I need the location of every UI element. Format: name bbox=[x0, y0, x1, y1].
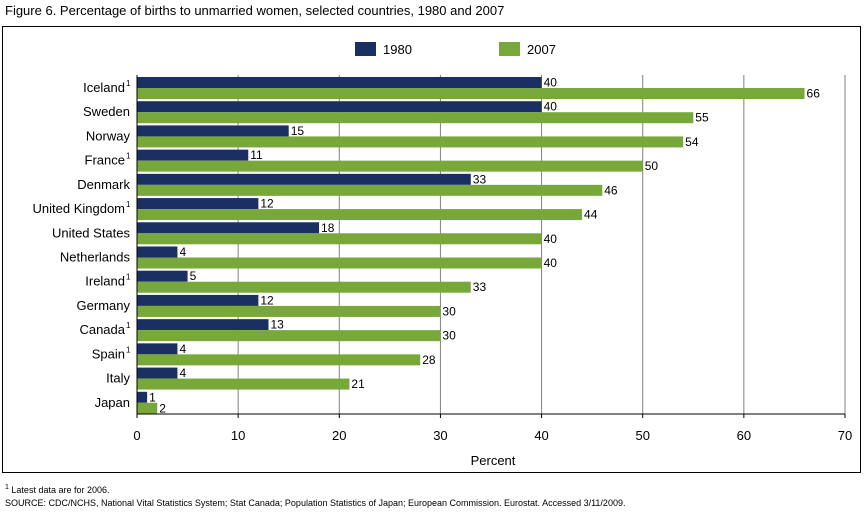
bar-ireland-2007 bbox=[137, 281, 471, 293]
data-label-canada-2007: 30 bbox=[442, 329, 456, 343]
data-label-iceland-1980: 40 bbox=[544, 76, 558, 90]
data-label-spain-1980: 4 bbox=[179, 342, 186, 356]
bar-france-1980 bbox=[137, 149, 249, 161]
bar-netherlands-2007 bbox=[137, 257, 542, 269]
category-label-germany: Germany bbox=[77, 298, 131, 313]
category-footnote-france: 1 bbox=[126, 152, 131, 161]
data-label-netherlands-2007: 40 bbox=[544, 256, 558, 270]
data-label-united-states-1980: 18 bbox=[321, 221, 335, 235]
category-label-norway: Norway bbox=[86, 128, 131, 143]
bar-canada-2007 bbox=[137, 330, 441, 342]
bar-united-kingdom-1980 bbox=[137, 198, 259, 210]
data-label-denmark-2007: 46 bbox=[604, 183, 618, 197]
bar-denmark-1980 bbox=[137, 173, 471, 185]
chart-svg: 1980 2007 406640551554115033461244184044… bbox=[33, 42, 852, 468]
x-tick-label-30: 30 bbox=[433, 428, 447, 443]
x-tick-label-0: 0 bbox=[133, 428, 140, 443]
category-footnote-iceland: 1 bbox=[126, 79, 131, 88]
figure-title: Figure 6. Percentage of births to unmarr… bbox=[5, 3, 505, 18]
data-label-canada-1980: 13 bbox=[270, 318, 284, 332]
data-label-united-kingdom-1980: 12 bbox=[260, 197, 274, 211]
category-label-netherlands: Netherlands bbox=[60, 250, 131, 265]
x-tick-label-70: 70 bbox=[838, 428, 852, 443]
category-label-france: France bbox=[85, 153, 125, 168]
bar-ireland-1980 bbox=[137, 270, 188, 282]
category-label-iceland: Iceland bbox=[83, 80, 125, 95]
data-label-italy-2007: 21 bbox=[351, 377, 365, 391]
data-label-germany-1980: 12 bbox=[260, 293, 274, 307]
x-tick-label-50: 50 bbox=[635, 428, 649, 443]
footnote: 1 Latest data are for 2006. bbox=[5, 484, 110, 495]
x-tick-label-60: 60 bbox=[737, 428, 751, 443]
category-label-ireland: Ireland bbox=[85, 274, 125, 289]
category-footnote-canada: 1 bbox=[126, 321, 131, 330]
footnote-text: Latest data are for 2006. bbox=[11, 485, 110, 495]
bar-japan-2007 bbox=[137, 402, 158, 414]
data-label-germany-2007: 30 bbox=[442, 304, 456, 318]
category-label-sweden: Sweden bbox=[83, 104, 130, 119]
bar-france-2007 bbox=[137, 160, 643, 172]
data-label-france-2007: 50 bbox=[645, 159, 659, 173]
bar-united-states-2007 bbox=[137, 233, 542, 245]
category-label-italy: Italy bbox=[106, 371, 130, 386]
legend-label-1980: 1980 bbox=[383, 42, 412, 57]
data-label-united-states-2007: 40 bbox=[544, 232, 558, 246]
data-label-ireland-1980: 5 bbox=[190, 269, 197, 283]
category-label-canada: Canada bbox=[79, 322, 125, 337]
bar-spain-2007 bbox=[137, 354, 421, 366]
bar-iceland-2007 bbox=[137, 88, 805, 99]
bar-united-kingdom-2007 bbox=[137, 209, 583, 221]
data-label-italy-1980: 4 bbox=[179, 366, 186, 380]
bar-germany-1980 bbox=[137, 294, 259, 306]
x-tick-label-10: 10 bbox=[231, 428, 245, 443]
legend: 1980 2007 bbox=[355, 42, 556, 57]
legend-label-2007: 2007 bbox=[527, 42, 556, 57]
data-label-japan-2007: 2 bbox=[159, 401, 166, 415]
bar-italy-1980 bbox=[137, 367, 178, 379]
bar-norway-2007 bbox=[137, 136, 684, 148]
bar-united-states-1980 bbox=[137, 222, 320, 234]
category-footnote-united-kingdom: 1 bbox=[126, 200, 131, 209]
category-label-denmark: Denmark bbox=[77, 177, 130, 192]
bar-canada-1980 bbox=[137, 319, 269, 331]
category-label-spain: Spain bbox=[92, 346, 125, 361]
data-label-japan-1980: 1 bbox=[149, 390, 156, 404]
category-label-japan: Japan bbox=[95, 395, 130, 410]
data-label-norway-2007: 54 bbox=[685, 135, 699, 149]
bar-netherlands-1980 bbox=[137, 246, 178, 258]
bar-spain-1980 bbox=[137, 343, 178, 355]
data-label-sweden-1980: 40 bbox=[544, 100, 558, 114]
data-label-iceland-2007: 66 bbox=[807, 87, 821, 101]
bar-denmark-2007 bbox=[137, 184, 603, 196]
data-label-france-1980: 11 bbox=[250, 148, 263, 162]
data-label-denmark-1980: 33 bbox=[473, 172, 487, 186]
category-footnote-spain: 1 bbox=[126, 345, 131, 354]
chart-frame: 1980 2007 40 66 40 55 15 54 11 50 33 46 12 44 18 40 4 4… bbox=[2, 26, 861, 473]
bar-germany-2007 bbox=[137, 305, 441, 317]
source-note: SOURCE: CDC/NCHS, National Vital Statist… bbox=[5, 498, 626, 508]
category-label-united-kingdom: United Kingdom bbox=[33, 201, 126, 216]
legend-swatch-1980 bbox=[355, 42, 376, 56]
bar-sweden-1980 bbox=[137, 101, 542, 113]
legend-swatch-2007 bbox=[499, 42, 520, 56]
data-label-ireland-2007: 33 bbox=[473, 280, 487, 294]
bar-japan-1980 bbox=[137, 391, 148, 403]
category-footnote-ireland: 1 bbox=[126, 273, 131, 282]
bar-sweden-2007 bbox=[137, 112, 694, 124]
data-label-spain-2007: 28 bbox=[422, 353, 436, 367]
footnote-marker: 1 bbox=[5, 484, 9, 491]
bar-italy-2007 bbox=[137, 378, 350, 390]
data-label-united-kingdom-2007: 44 bbox=[584, 208, 598, 222]
data-label-norway-1980: 15 bbox=[291, 124, 305, 138]
x-axis-label: Percent bbox=[471, 453, 516, 468]
data-label-sweden-2007: 55 bbox=[695, 111, 709, 125]
data-label-netherlands-1980: 4 bbox=[179, 245, 186, 259]
category-label-united-states: United States bbox=[52, 225, 131, 240]
bar-norway-1980 bbox=[137, 125, 289, 137]
x-tick-label-40: 40 bbox=[534, 428, 548, 443]
x-tick-label-20: 20 bbox=[332, 428, 346, 443]
bar-iceland-1980 bbox=[137, 77, 542, 88]
